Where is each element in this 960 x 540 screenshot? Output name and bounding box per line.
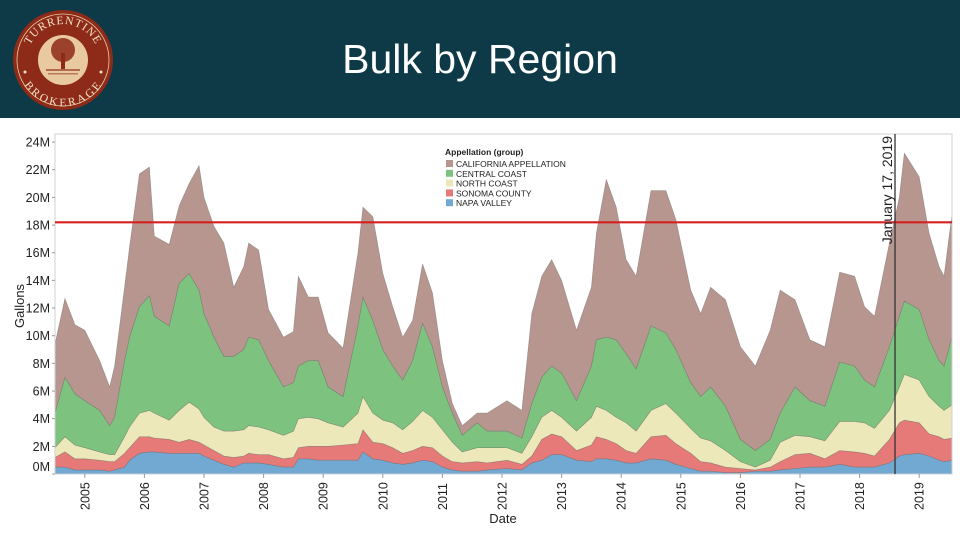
y-tick-label: 20M [26, 191, 50, 205]
x-tick-label: 2011 [436, 483, 450, 510]
y-tick-label: 10M [26, 329, 50, 343]
legend-item-label: NAPA VALLEY [456, 198, 512, 208]
legend-item-label: CENTRAL COAST [456, 169, 527, 179]
x-tick-label: 2009 [317, 482, 331, 510]
legend-swatch [446, 179, 453, 187]
y-tick-label: 0M [33, 460, 50, 474]
x-tick-label: 2010 [376, 482, 390, 510]
x-tick-label: 2007 [198, 482, 212, 510]
x-tick-label: 2017 [794, 482, 808, 510]
x-axis: 2005 2006 2007 2008 2009 2010 2011 2012 2013 2014… [78, 474, 927, 510]
x-tick-label: 2006 [138, 482, 152, 510]
x-tick-label: 2008 [257, 482, 271, 510]
y-tick-label: 16M [26, 246, 50, 260]
y-tick-label: 22M [26, 163, 50, 177]
x-tick-label: 2016 [734, 482, 748, 510]
plot-border [54, 133, 953, 475]
y-tick-label: 4M [33, 412, 50, 426]
y-tick-label: 24M [26, 136, 50, 150]
date-marker-label: January 17, 2019 [879, 136, 895, 244]
x-axis-label: Date [489, 511, 516, 526]
x-tick-label: 2012 [496, 482, 510, 510]
header-banner: TURRENTINE BROKERAGE Bulk by Region [0, 0, 960, 118]
tree-icon [46, 38, 80, 75]
y-tick-label: 6M [33, 385, 50, 399]
legend-item-label: NORTH COAST [456, 179, 518, 189]
legend-swatch [446, 160, 453, 167]
x-tick-label: 2013 [555, 482, 569, 510]
y-axis: 0M 2M 4M 6M 8M 10M 12M 14M 16M 18M 20M 22M 24M [26, 136, 55, 475]
legend-title: Appellation (group) [445, 147, 524, 157]
y-axis-label: Gallons [12, 283, 27, 328]
x-tick-label: 2005 [78, 482, 92, 510]
legend-swatch [446, 199, 453, 207]
legend-item-label: CALIFORNIA APPELLATION [456, 159, 566, 169]
x-tick-label: 2015 [674, 482, 688, 510]
x-tick-label: 2019 [913, 482, 927, 510]
y-tick-label: 14M [26, 274, 50, 288]
y-tick-label: 8M [33, 357, 50, 371]
x-tick-label: 2018 [853, 482, 867, 510]
legend-swatch [446, 189, 453, 197]
legend-swatch [446, 169, 453, 177]
x-tick-label: 2014 [615, 482, 629, 510]
legend-item-label: SONOMA COUNTY [456, 188, 532, 198]
y-tick-label: 18M [26, 219, 50, 233]
y-tick-label: 2M [33, 440, 50, 454]
turrentine-brokerage-logo: TURRENTINE BROKERAGE [13, 10, 113, 110]
y-tick-label: 12M [26, 302, 50, 316]
page-title: Bulk by Region [342, 36, 618, 82]
legend: Appellation (group) CALIFORNIA APPELLATI… [445, 147, 566, 208]
